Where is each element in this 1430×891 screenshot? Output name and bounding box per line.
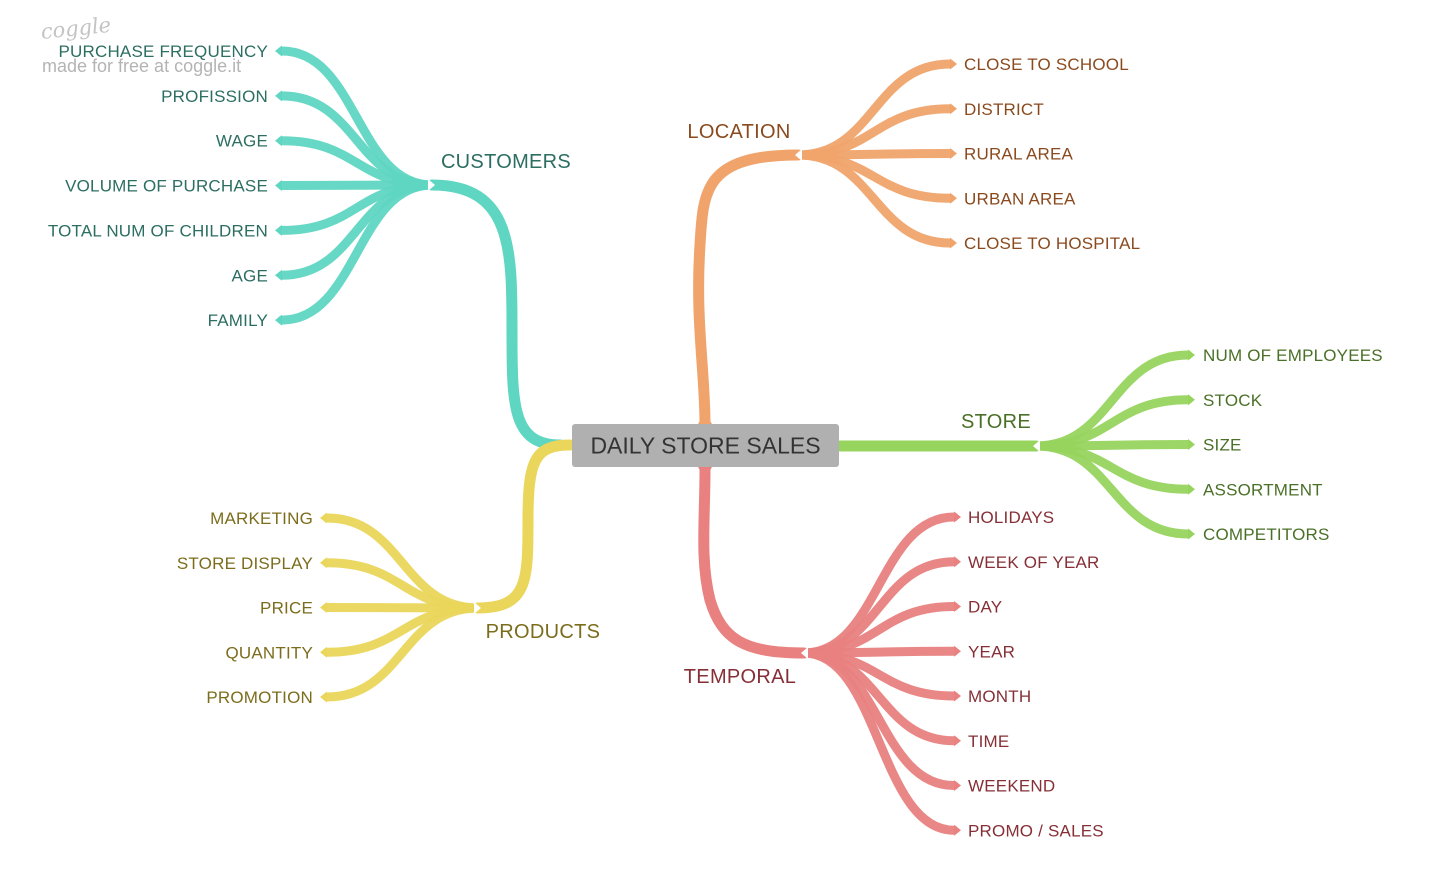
leaf-tip <box>950 103 957 115</box>
leaf-weekend[interactable]: WEEKEND <box>968 777 1055 796</box>
leaf-tip <box>954 645 961 657</box>
branch-connector-customers <box>426 179 566 451</box>
leaf-connector <box>322 603 483 702</box>
leaf-connector <box>793 150 955 248</box>
leaf-rural-area[interactable]: RURAL AREA <box>964 145 1074 164</box>
leaf-tip <box>954 511 961 523</box>
hub-notch <box>801 647 808 659</box>
leaf-volume-of-purchase[interactable]: VOLUME OF PURCHASE <box>65 177 268 196</box>
leaf-price[interactable]: PRICE <box>260 599 313 618</box>
hub-notch <box>474 602 481 614</box>
leaf-tip <box>275 90 282 102</box>
leaf-assortment[interactable]: ASSORTMENT <box>1203 480 1323 499</box>
leaf-connector <box>277 180 437 325</box>
leaf-profission[interactable]: PROFISSION <box>161 87 268 106</box>
hub-notch <box>428 179 435 191</box>
branch-connector-location <box>693 149 804 431</box>
hub-notch <box>1033 440 1040 452</box>
hub-notch <box>795 149 802 161</box>
branch-store <box>834 349 1195 540</box>
leaf-tip <box>275 135 282 147</box>
leaf-tip <box>275 269 282 281</box>
leaf-tip <box>950 192 957 204</box>
leaf-store-display[interactable]: STORE DISPLAY <box>177 554 313 573</box>
leaf-tip <box>320 512 327 524</box>
leaf-urban-area[interactable]: URBAN AREA <box>964 189 1076 208</box>
branch-temporal <box>698 464 961 836</box>
leaf-tip <box>275 45 282 57</box>
leaf-tip <box>1188 483 1195 495</box>
branch-products <box>320 439 576 703</box>
leaf-tip <box>1188 349 1195 361</box>
leaf-tip <box>954 780 961 791</box>
leaf-tip <box>950 237 957 249</box>
leaf-week-of-year[interactable]: WEEK OF YEAR <box>968 553 1100 572</box>
leaf-tip <box>320 602 327 613</box>
branch-connector-products <box>472 439 576 614</box>
leaf-time[interactable]: TIME <box>968 732 1009 751</box>
branch-label-products[interactable]: PRODUCTS <box>486 621 601 643</box>
leaf-month[interactable]: MONTH <box>968 687 1031 706</box>
branch-connector-temporal <box>698 464 810 659</box>
root-node-box <box>572 424 839 467</box>
leaf-tip <box>275 224 282 236</box>
leaf-connector <box>799 648 959 835</box>
leaf-quantity[interactable]: QUANTITY <box>225 643 313 662</box>
branch-label-customers[interactable]: CUSTOMERS <box>441 151 571 173</box>
leaf-tip <box>320 691 327 703</box>
leaf-close-to-school[interactable]: CLOSE TO SCHOOL <box>964 55 1129 74</box>
leaf-tip <box>954 824 961 836</box>
leaf-total-num-of-children[interactable]: TOTAL NUM OF CHILDREN <box>48 221 268 240</box>
leaf-purchase-frequency[interactable]: PURCHASE FREQUENCY <box>58 42 268 61</box>
leaf-stock[interactable]: STOCK <box>1203 391 1263 410</box>
leaf-num-of-employees[interactable]: NUM OF EMPLOYEES <box>1203 346 1383 365</box>
leaf-promo-sales[interactable]: PROMO / SALES <box>968 821 1104 840</box>
root-top-notch <box>698 412 712 424</box>
leaf-tip <box>954 735 961 747</box>
leaf-connector <box>1031 441 1193 539</box>
branch-label-temporal[interactable]: TEMPORAL <box>684 666 796 688</box>
root-node[interactable]: DAILY STORE SALES <box>572 412 839 479</box>
root-node-label: DAILY STORE SALES <box>590 433 820 459</box>
leaf-tip <box>1188 439 1195 450</box>
leaf-day[interactable]: DAY <box>968 598 1002 617</box>
leaf-tip <box>950 148 957 159</box>
leaf-tip <box>320 646 327 658</box>
branch-location <box>693 58 957 431</box>
leaf-year[interactable]: YEAR <box>968 642 1015 661</box>
leaf-tip <box>950 58 957 70</box>
branch-label-location[interactable]: LOCATION <box>687 121 790 143</box>
leaf-size[interactable]: SIZE <box>1203 436 1242 455</box>
leaf-tip <box>954 690 961 702</box>
leaf-close-to-hospital[interactable]: CLOSE TO HOSPITAL <box>964 234 1140 253</box>
leaf-tip <box>954 601 961 612</box>
leaf-holidays[interactable]: HOLIDAYS <box>968 508 1054 527</box>
branch-customers <box>275 45 566 451</box>
leaf-district[interactable]: DISTRICT <box>964 100 1044 119</box>
coggle-watermark: coggle made for free at coggle.it <box>40 13 242 76</box>
leaf-tip <box>320 557 327 569</box>
leaf-tip <box>954 556 961 568</box>
leaf-tip <box>1188 528 1195 540</box>
watermark-text: made for free at coggle.it <box>42 56 242 76</box>
leaf-promotion[interactable]: PROMOTION <box>206 688 313 707</box>
leaf-family[interactable]: FAMILY <box>208 311 268 330</box>
branch-label-store[interactable]: STORE <box>961 411 1031 433</box>
leaf-tip <box>275 314 282 326</box>
leaf-tip <box>1188 394 1195 406</box>
leaf-tip <box>275 180 282 192</box>
leaf-marketing[interactable]: MARKETING <box>210 509 313 528</box>
root-bottom-notch <box>698 467 712 479</box>
leaf-age[interactable]: AGE <box>231 266 268 285</box>
leaf-competitors[interactable]: COMPETITORS <box>1203 525 1330 544</box>
leaf-wage[interactable]: WAGE <box>216 132 268 151</box>
